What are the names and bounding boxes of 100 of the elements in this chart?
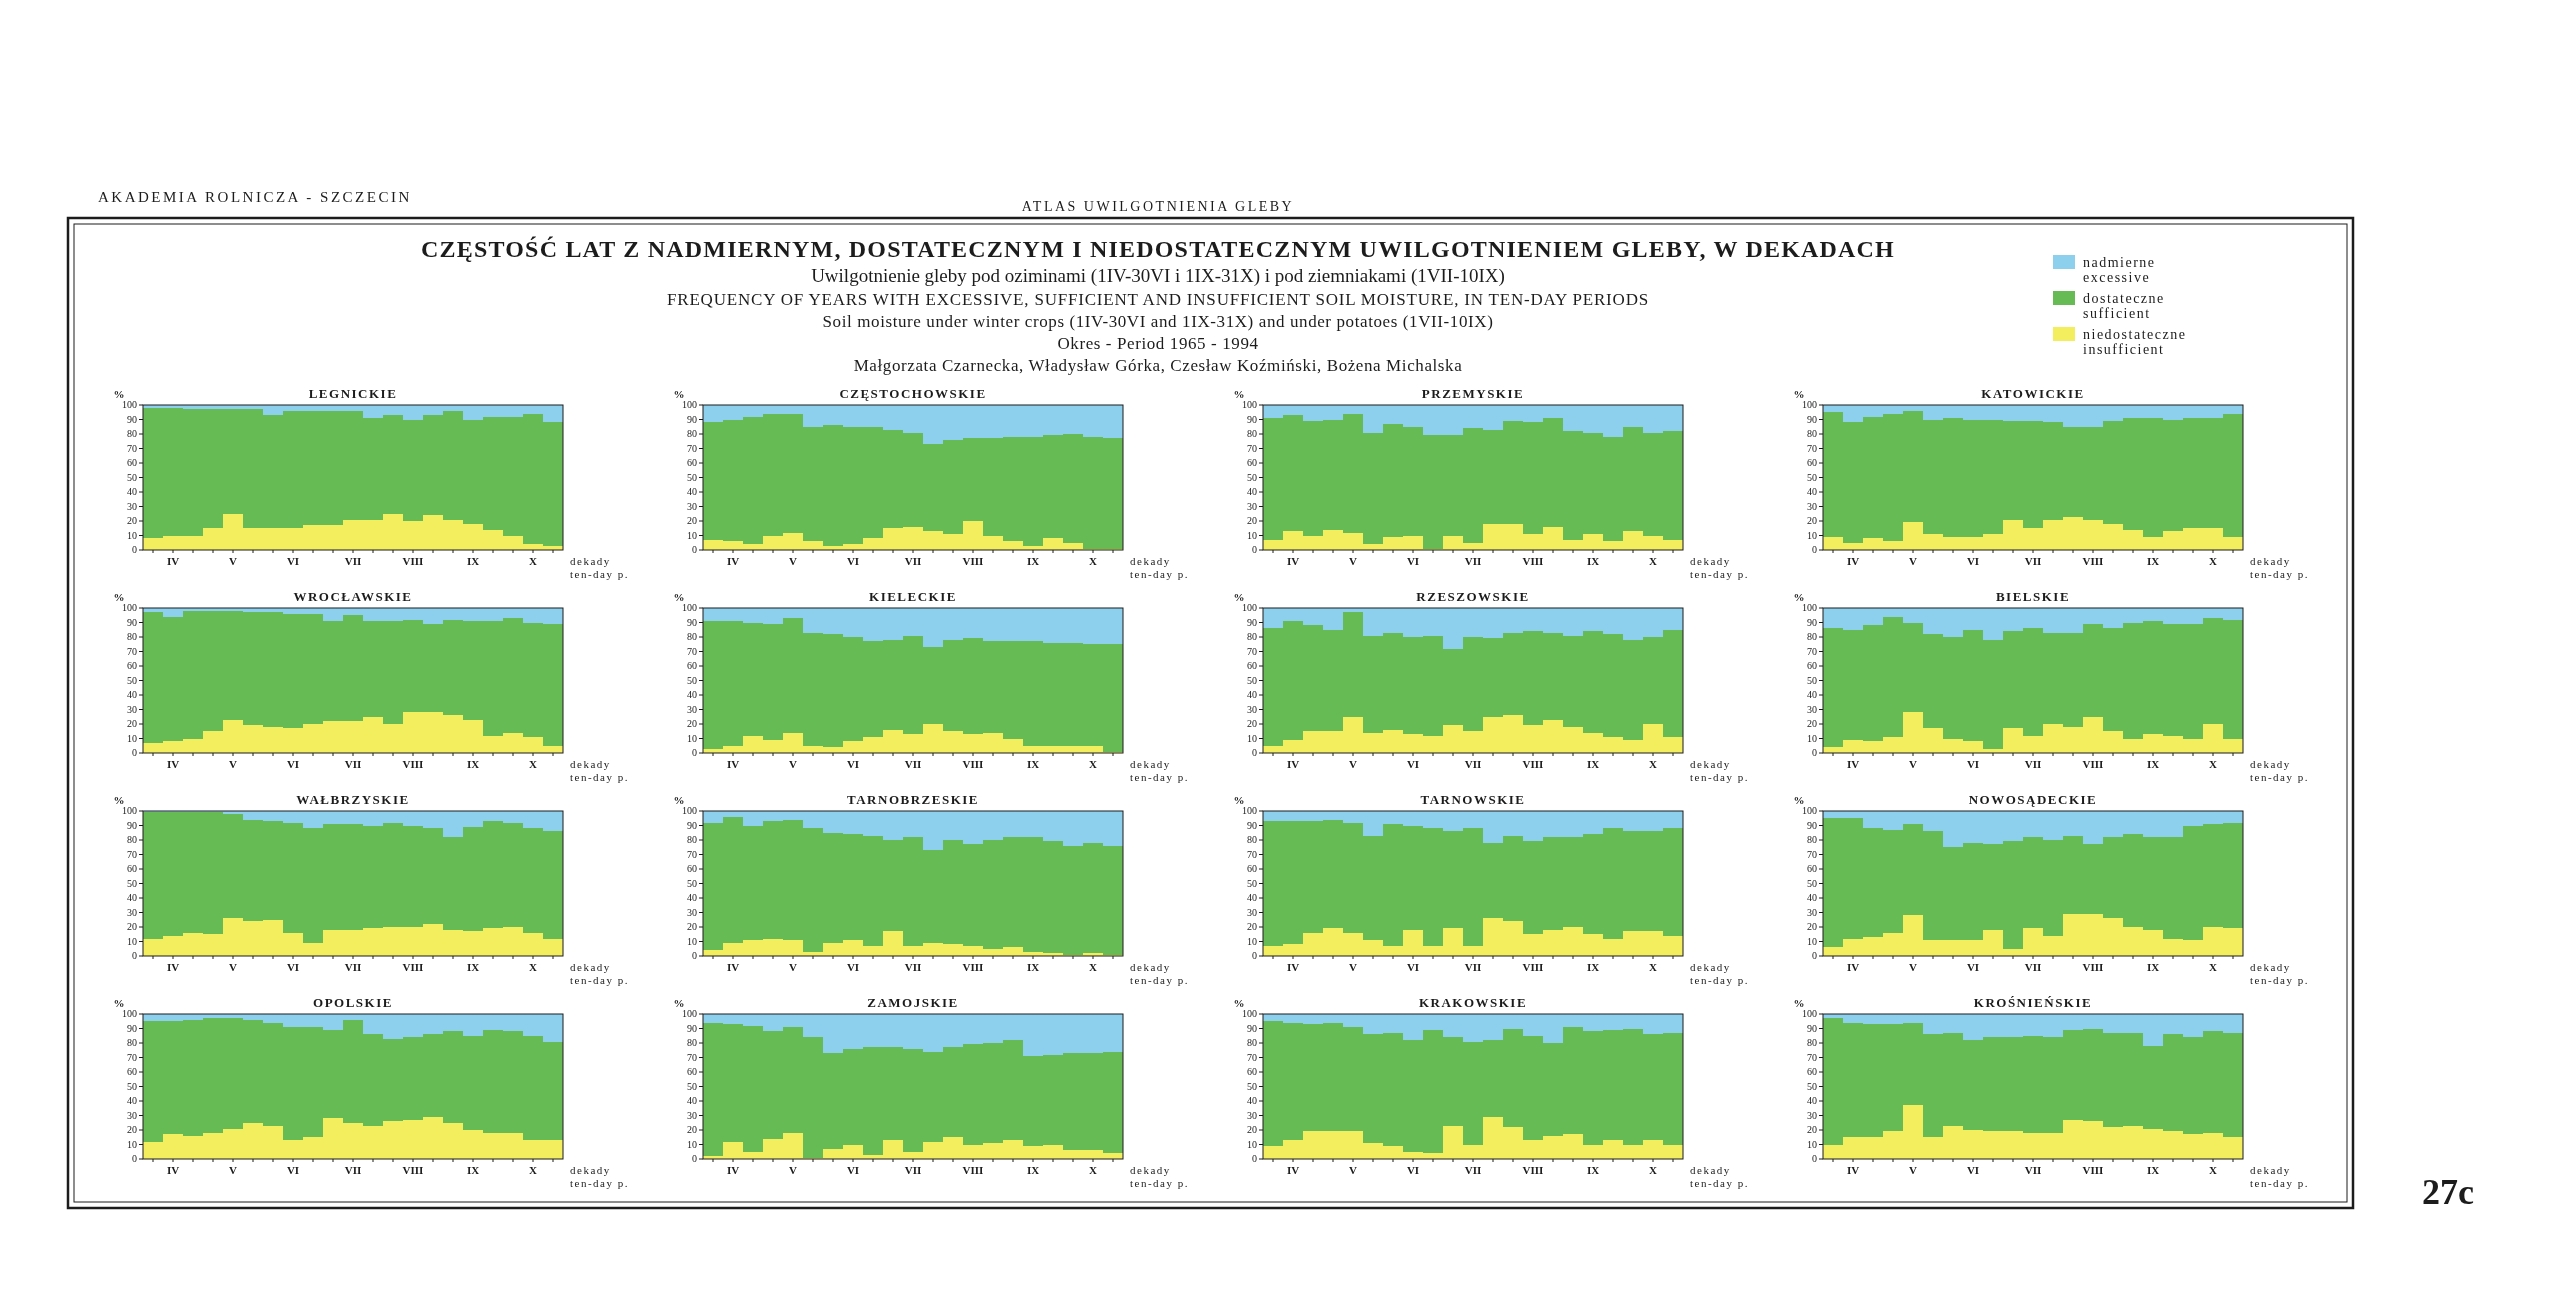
y-tick-label: 100 (1802, 1008, 1817, 1020)
x-tick-label: IV (1846, 1164, 1860, 1176)
y-tick-label: 60 (1807, 1066, 1817, 1078)
text: ATLAS UWILGOTNIENIA GLEBY (1021, 199, 1295, 214)
x-tick-label: V (229, 961, 238, 973)
y-tick-label: 40 (1247, 892, 1257, 904)
x-axis-title: dekady ten-day p. (570, 961, 629, 986)
x-tick-label: VIII (1522, 758, 1544, 770)
x-tick-label: VIII (2082, 1164, 2104, 1176)
x-tick-label: VII (2024, 1164, 2042, 1176)
x-tick-label: V (1349, 555, 1358, 567)
x-tick-label: V (1349, 961, 1358, 973)
x-tick-label: VIII (962, 1164, 984, 1176)
y-tick-label: 20 (1247, 718, 1257, 730)
y-tick-label: 20 (1807, 921, 1817, 933)
y-tick-label: 30 (1807, 906, 1817, 918)
y-tick-label: 90 (687, 616, 697, 628)
x-tick-label: X (1649, 961, 1658, 973)
y-tick-label: 70 (127, 645, 137, 657)
y-tick-label: 80 (1807, 1037, 1817, 1049)
y-axis-title: % (113, 997, 125, 1009)
y-tick-label: 40 (1247, 1095, 1257, 1107)
chart-title: OPOLSKIE (313, 995, 393, 1010)
x-tick-label: V (229, 555, 238, 567)
x-tick-label: X (1649, 1164, 1658, 1176)
y-tick-label: 100 (1242, 1008, 1257, 1020)
x-tick-label: VI (846, 555, 860, 567)
x-tick-label: X (529, 961, 538, 973)
x-tick-label: IV (1846, 555, 1860, 567)
x-tick-label: IX (466, 1164, 480, 1176)
y-tick-label: 20 (1807, 515, 1817, 527)
y-tick-label: 10 (127, 732, 137, 744)
y-tick-label: 100 (682, 399, 697, 411)
y-tick-label: 50 (687, 471, 697, 483)
y-tick-label: 0 (1812, 1153, 1817, 1165)
y-tick-label: 80 (1247, 834, 1257, 846)
y-tick-label: 100 (1802, 805, 1817, 817)
x-axis-title: dekady ten-day p. (570, 758, 629, 783)
y-tick-label: 20 (687, 921, 697, 933)
legend-label: dostateczne sufficient (2083, 291, 2165, 321)
y-tick-label: 60 (1807, 457, 1817, 469)
y-tick-label: 30 (687, 500, 697, 512)
chart-title: KIELECKIE (869, 589, 957, 604)
y-tick-label: 70 (1807, 848, 1817, 860)
y-axis-title: % (113, 388, 125, 400)
y-tick-label: 30 (127, 500, 137, 512)
y-tick-label: 10 (127, 529, 137, 541)
x-tick-label: IV (726, 555, 740, 567)
y-tick-label: 90 (1247, 413, 1257, 425)
chart-title: TARNOBRZESKIE (847, 792, 979, 807)
x-tick-label: VI (1406, 758, 1420, 770)
x-tick-label: VI (846, 758, 860, 770)
x-tick-label: VIII (402, 555, 424, 567)
y-tick-label: 50 (687, 877, 697, 889)
x-tick-label: VI (286, 961, 300, 973)
y-tick-label: 0 (132, 747, 137, 759)
x-tick-label: VII (344, 555, 362, 567)
x-tick-label: IV (1286, 758, 1300, 770)
chart-title: NOWOSĄDECKIE (1968, 792, 2098, 807)
x-tick-label: VIII (402, 1164, 424, 1176)
x-tick-label: IX (2146, 555, 2160, 567)
x-tick-label: X (1089, 961, 1098, 973)
y-tick-label: 100 (122, 399, 137, 411)
y-tick-label: 40 (687, 486, 697, 498)
x-axis-title: dekady ten-day p. (2250, 961, 2309, 986)
y-tick-label: 20 (1247, 515, 1257, 527)
y-tick-label: 80 (687, 428, 697, 440)
y-tick-label: 60 (127, 457, 137, 469)
y-tick-label: 80 (687, 834, 697, 846)
y-tick-label: 30 (1807, 703, 1817, 715)
y-tick-label: 40 (1247, 689, 1257, 701)
x-tick-label: X (2209, 758, 2218, 770)
x-tick-label: IV (166, 758, 180, 770)
x-axis-title: dekady ten-day p. (1690, 758, 1749, 783)
y-tick-label: 60 (687, 863, 697, 875)
x-tick-label: VII (904, 961, 922, 973)
y-tick-label: 100 (122, 805, 137, 817)
y-tick-label: 30 (1247, 906, 1257, 918)
x-tick-label: IV (1846, 961, 1860, 973)
y-tick-label: 100 (682, 1008, 697, 1020)
x-tick-label: V (1909, 961, 1918, 973)
y-tick-label: 20 (127, 515, 137, 527)
y-tick-label: 0 (692, 1153, 697, 1165)
x-tick-label: VI (846, 1164, 860, 1176)
chart-title: CZĘSTOCHOWSKIE (839, 386, 987, 401)
x-tick-label: IX (466, 961, 480, 973)
x-tick-label: IX (1026, 1164, 1040, 1176)
y-axis-title: % (1793, 997, 1805, 1009)
y-tick-label: 10 (1247, 529, 1257, 541)
x-axis-title: dekady ten-day p. (2250, 555, 2309, 580)
y-tick-label: 40 (687, 689, 697, 701)
y-tick-label: 20 (687, 718, 697, 730)
x-tick-label: VII (344, 961, 362, 973)
y-tick-label: 50 (127, 471, 137, 483)
x-tick-label: IV (726, 758, 740, 770)
y-tick-label: 0 (132, 950, 137, 962)
x-tick-label: VII (2024, 555, 2042, 567)
x-tick-label: VII (344, 758, 362, 770)
y-tick-label: 70 (687, 645, 697, 657)
y-tick-label: 0 (1812, 950, 1817, 962)
